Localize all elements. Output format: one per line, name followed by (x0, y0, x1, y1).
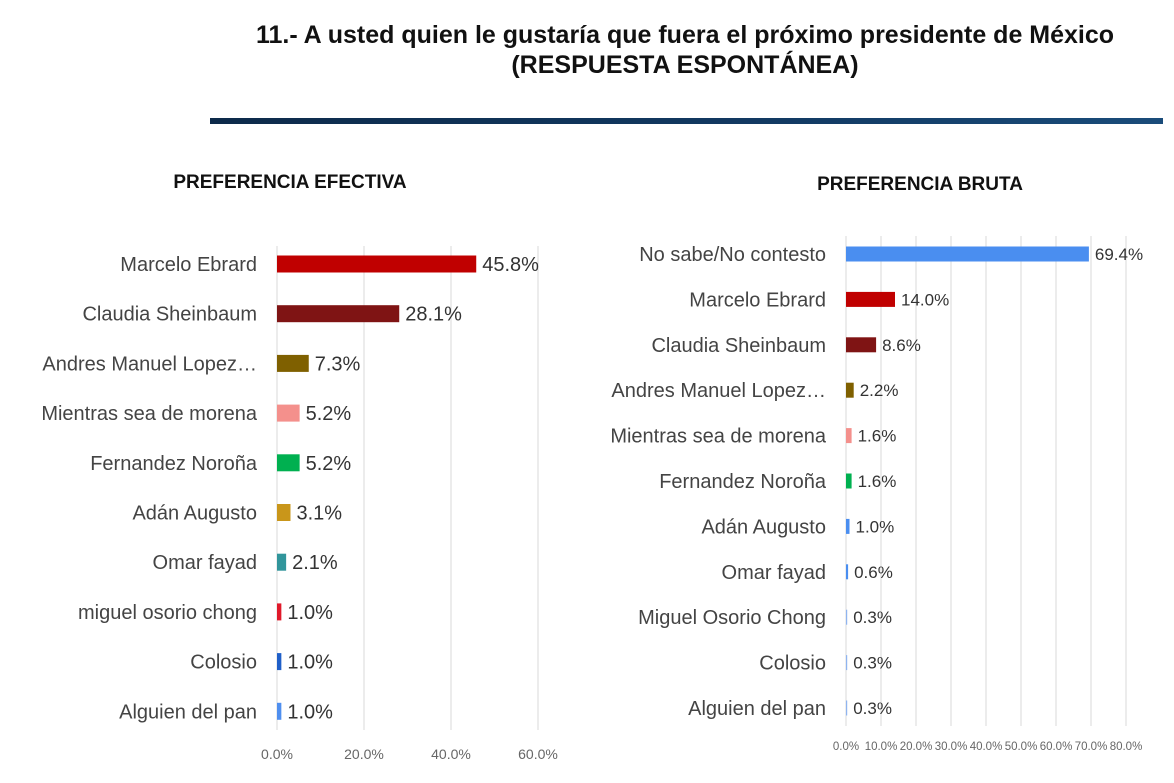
efectiva-category-label: Fernandez Noroña (90, 453, 258, 475)
bruta-value-label: 8.6% (882, 336, 921, 355)
bruta-value-label: 69.4% (1095, 245, 1143, 264)
efectiva-category-label: Omar fayad (153, 552, 257, 574)
bruta-value-label: 0.6% (854, 563, 893, 582)
efectiva-value-label: 45.8% (482, 254, 539, 276)
efectiva-value-label: 7.3% (315, 353, 361, 375)
bruta-category-label: Colosio (759, 653, 826, 675)
bruta-value-label: 0.3% (853, 654, 892, 673)
bruta-category-label: Omar fayad (722, 562, 826, 584)
bruta-tick-label: 10.0% (865, 741, 898, 753)
efectiva-value-label: 2.1% (292, 552, 338, 574)
efectiva-bar (277, 653, 282, 671)
bruta-tick-label: 30.0% (935, 741, 968, 753)
efectiva-bar (277, 702, 282, 720)
bruta-category-label: Claudia Sheinbaum (651, 335, 826, 357)
bruta-category-label: Alguien del pan (688, 698, 826, 720)
bruta-value-label: 0.3% (853, 608, 892, 627)
efectiva-value-label: 1.0% (287, 652, 333, 674)
title-line-2: (RESPUESTA ESPONTÁNEA) (511, 51, 859, 79)
bruta-bar (846, 564, 849, 580)
bruta-tick-label: 0.0% (833, 741, 859, 753)
bruta-bar (846, 609, 848, 625)
bruta-bar (846, 291, 895, 307)
title-line-1: 11.- A usted quien le gustaría que fuera… (255, 21, 1115, 49)
efectiva-bar (277, 504, 291, 521)
bruta-category-label: No sabe/No contesto (639, 244, 826, 266)
efectiva-category-label: Adán Augusto (132, 503, 257, 525)
bruta-value-label: 0.3% (853, 699, 892, 718)
efectiva-value-label: 3.1% (296, 503, 342, 525)
title-divider (210, 118, 1163, 124)
bruta-category-label: Mientras sea de morena (610, 426, 827, 448)
bruta-tick-label: 20.0% (900, 741, 933, 753)
efectiva-category-label: Mientras sea de morena (41, 403, 258, 425)
bruta-tick-label: 70.0% (1075, 741, 1108, 753)
page-title: 11.- A usted quien le gustaría que fuera… (210, 20, 1160, 80)
efectiva-value-label: 1.0% (287, 602, 333, 624)
efectiva-category-label: Claudia Sheinbaum (82, 304, 257, 326)
bruta-category-label: Fernandez Noroña (659, 471, 827, 493)
bruta-tick-label: 40.0% (970, 741, 1003, 753)
efectiva-category-label: Alguien del pan (119, 701, 257, 723)
bruta-bar (846, 473, 852, 489)
bruta-category-label: Marcelo Ebrard (689, 289, 826, 311)
efectiva-tick-label: 40.0% (431, 746, 471, 762)
bruta-value-label: 1.6% (858, 472, 897, 491)
bruta-bar (846, 246, 1089, 262)
bruta-category-label: Andres Manuel Lopez… (611, 380, 826, 402)
bruta-tick-label: 60.0% (1040, 741, 1073, 753)
efectiva-category-label: Andres Manuel Lopez… (42, 353, 257, 375)
efectiva-tick-label: 20.0% (344, 746, 384, 762)
efectiva-bar (277, 354, 309, 372)
bruta-bar (846, 428, 852, 444)
bruta-category-label: Miguel Osorio Chong (638, 607, 826, 629)
efectiva-value-label: 28.1% (405, 304, 462, 326)
bruta-bar (846, 337, 877, 353)
chart-title-efectiva: PREFERENCIA EFECTIVA (173, 172, 407, 193)
bruta-category-label: Adán Augusto (701, 516, 826, 538)
efectiva-value-label: 1.0% (287, 701, 333, 723)
bruta-value-label: 2.2% (860, 381, 899, 400)
efectiva-bar (277, 553, 287, 571)
bruta-tick-label: 80.0% (1110, 741, 1143, 753)
efectiva-bar (277, 603, 282, 621)
chart-title-bruta: PREFERENCIA BRUTA (817, 174, 1023, 195)
efectiva-bar (277, 404, 300, 422)
efectiva-tick-label: 0.0% (261, 746, 293, 762)
bruta-bar (846, 700, 848, 716)
chart-preferencia-efectiva: 0.0% 20.0% 40.0% 60.0% Marcelo Ebrard 45.8% Cl… (41, 246, 558, 762)
efectiva-value-label: 5.2% (306, 403, 352, 425)
efectiva-bar (277, 305, 400, 323)
bruta-tick-label: 50.0% (1005, 741, 1038, 753)
efectiva-bar (277, 255, 477, 273)
efectiva-tick-label: 60.0% (518, 746, 558, 762)
bruta-value-label: 1.0% (856, 517, 895, 536)
bruta-value-label: 14.0% (901, 290, 949, 309)
bruta-bar (846, 518, 850, 534)
efectiva-category-label: Colosio (190, 652, 257, 674)
bruta-value-label: 1.6% (858, 427, 897, 446)
efectiva-category-label: Marcelo Ebrard (120, 254, 257, 276)
bruta-bar (846, 382, 854, 398)
efectiva-bar (277, 454, 300, 472)
efectiva-category-label: miguel osorio chong (78, 602, 257, 624)
bruta-bar (846, 655, 848, 671)
efectiva-value-label: 5.2% (306, 453, 352, 475)
